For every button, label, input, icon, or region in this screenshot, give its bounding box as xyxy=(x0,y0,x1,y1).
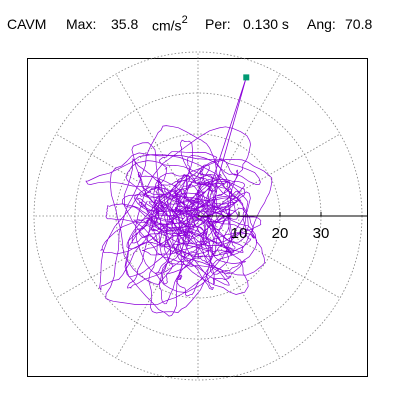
acceleration-trace xyxy=(85,77,273,317)
grid-spoke xyxy=(197,215,281,359)
grid-spoke xyxy=(197,215,341,299)
max-unit-text: cm/s xyxy=(152,17,182,34)
ang-label: Ang: xyxy=(307,16,336,32)
per-value: 0.130 s xyxy=(243,16,289,32)
radial-tick-label: 10 xyxy=(231,225,248,242)
ang-value: 70.8 xyxy=(345,16,373,32)
grid-spoke xyxy=(197,73,281,217)
radial-axis xyxy=(198,212,367,217)
peak-marker xyxy=(243,74,250,81)
radial-tick-label: 30 xyxy=(313,225,330,242)
trace-path xyxy=(85,125,273,317)
grid-spoke xyxy=(115,73,199,217)
plot-frame xyxy=(27,58,368,377)
max-unit-exponent: 2 xyxy=(181,14,188,26)
max-value: 35.8 xyxy=(111,16,139,32)
component-label: CAVM xyxy=(7,16,47,32)
plot-header: CAVM Max: 35.8 cm/s2 Per: 0.130 s Ang: 7… xyxy=(0,12,400,36)
grid-spoke xyxy=(115,215,199,359)
radial-tick-labels: 10 20 30 xyxy=(231,225,330,242)
radial-tick-label: 20 xyxy=(272,225,289,242)
max-unit: cm/s2 xyxy=(152,14,188,34)
per-label: Per: xyxy=(205,16,231,32)
max-label: Max: xyxy=(66,16,97,32)
